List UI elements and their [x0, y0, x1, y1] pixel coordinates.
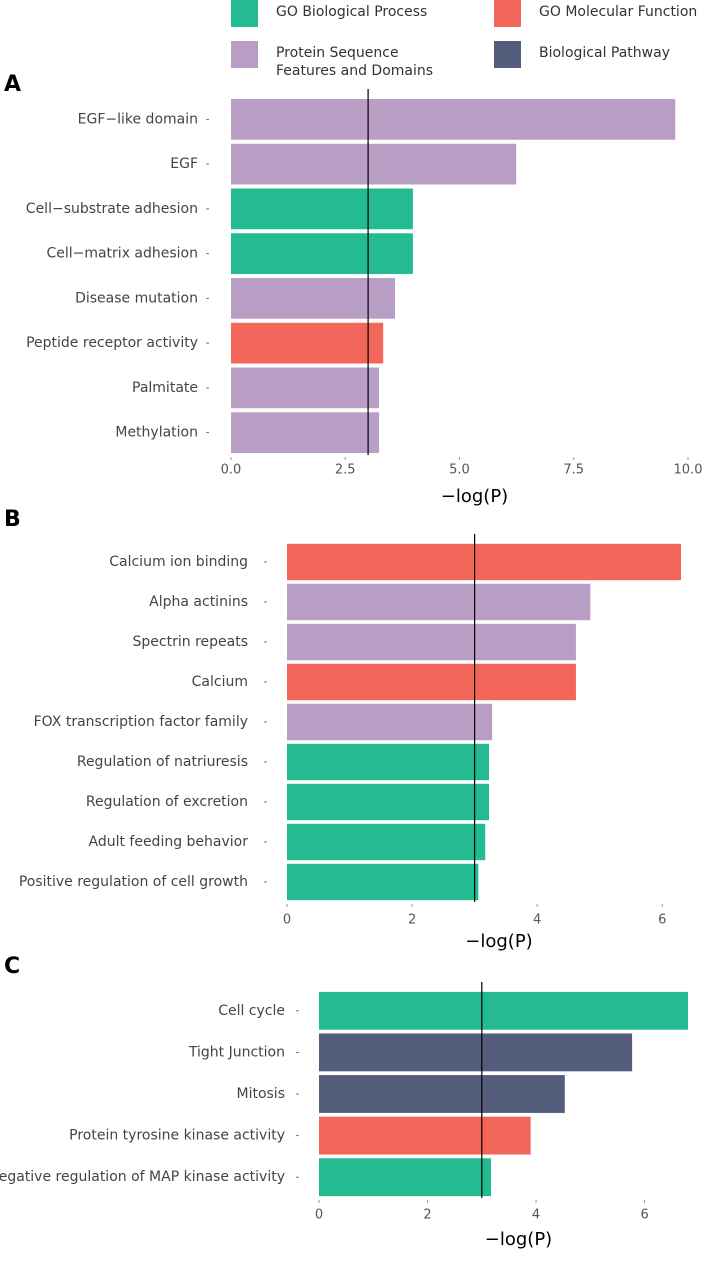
x-tick-label: 4	[532, 1208, 540, 1223]
x-tick-label: 6	[640, 1208, 648, 1223]
bar	[319, 1116, 531, 1155]
x-tick-label: 2	[408, 913, 416, 928]
x-axis-label: −log(P)	[485, 1229, 552, 1250]
y-tick-label: Disease mutation	[75, 290, 198, 306]
x-tick-label: 7.5	[563, 463, 584, 478]
bar	[231, 412, 380, 453]
x-axis-label: −log(P)	[465, 931, 532, 952]
y-tick-label: Regulation of excretion	[86, 794, 248, 810]
bar	[287, 703, 493, 741]
legend-swatch	[231, 41, 258, 68]
x-tick-label: 4	[533, 913, 541, 928]
y-tick-label: Calcium ion binding	[109, 554, 248, 570]
bar	[319, 1075, 565, 1113]
legend-label: GO Molecular Function	[539, 4, 698, 20]
y-tick-label: Spectrin repeats	[133, 634, 248, 650]
legend-swatch	[494, 41, 521, 68]
x-tick-label: 2.5	[335, 463, 356, 478]
y-tick-label: EGF	[170, 156, 198, 172]
x-tick-label: 6	[658, 913, 666, 928]
bar	[231, 233, 413, 274]
y-tick-label: Cell cycle	[218, 1003, 285, 1019]
panel-label: A	[4, 72, 21, 97]
panel-label: C	[4, 954, 20, 979]
bar	[287, 863, 479, 901]
bar	[231, 367, 380, 409]
y-tick-label: Regulation of natriuresis	[77, 754, 248, 770]
legend-label: Biological Pathway	[539, 45, 670, 61]
y-tick-label: Negative regulation of MAP kinase activi…	[0, 1169, 285, 1185]
legend-label: GO Biological Process	[276, 4, 428, 20]
y-tick-label: Alpha actinins	[149, 594, 248, 610]
bar	[231, 99, 676, 140]
panel-label: B	[4, 507, 21, 532]
bar	[287, 543, 681, 581]
x-tick-label: 10.0	[674, 463, 703, 478]
legend-swatch	[231, 0, 258, 27]
bar	[319, 1033, 633, 1072]
y-tick-label: Methylation	[115, 425, 198, 441]
legend-swatch	[494, 0, 521, 27]
x-tick-label: 0	[315, 1208, 323, 1223]
legend-label: Protein Sequence Features and Domains	[276, 45, 434, 79]
y-tick-label: Cell−matrix adhesion	[46, 246, 198, 262]
bar	[231, 278, 396, 319]
y-tick-label: FOX transcription factor family	[34, 714, 248, 730]
y-tick-label: EGF−like domain	[78, 111, 198, 127]
y-tick-label: Peptide receptor activity	[26, 335, 198, 351]
y-tick-label: Protein tyrosine kinase activity	[69, 1128, 285, 1144]
x-tick-label: 2	[423, 1208, 431, 1223]
bar	[287, 743, 490, 781]
y-tick-label: Calcium	[192, 674, 248, 690]
y-tick-label: Mitosis	[236, 1086, 285, 1102]
x-tick-label: 0.0	[221, 463, 242, 478]
bar	[287, 663, 576, 701]
y-tick-label: Tight Junction	[188, 1044, 285, 1060]
y-tick-label: Adult feeding behavior	[88, 834, 248, 850]
bar	[231, 143, 517, 185]
bar	[287, 783, 490, 821]
x-tick-label: 0	[283, 913, 291, 928]
bar	[287, 823, 486, 861]
bar	[231, 188, 413, 230]
x-tick-label: 5.0	[449, 463, 470, 478]
bar	[319, 1158, 492, 1197]
y-tick-label: Positive regulation of cell growth	[19, 874, 248, 890]
bar	[287, 583, 591, 621]
bar	[231, 322, 384, 364]
bar	[287, 623, 576, 661]
y-tick-label: Palmitate	[132, 380, 198, 396]
x-axis-label: −log(P)	[441, 486, 508, 507]
y-tick-label: Cell−substrate adhesion	[26, 201, 198, 217]
bar	[319, 991, 688, 1030]
